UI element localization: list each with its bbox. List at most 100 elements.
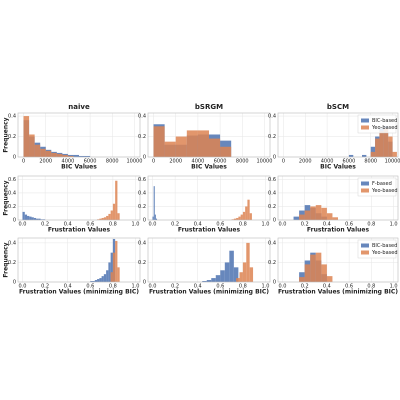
histogram-bar bbox=[220, 146, 232, 157]
histogram-bar bbox=[92, 281, 95, 282]
x-axis-label: Frustration Values bbox=[48, 227, 111, 234]
histogram-bar bbox=[84, 155, 91, 157]
histogram-bar bbox=[110, 252, 113, 282]
x-tick-label: 1.0 bbox=[262, 284, 270, 290]
x-axis-label: Frustration Values (minimizing BIC) bbox=[19, 289, 139, 296]
x-tick-label: 0.2 bbox=[301, 222, 309, 228]
y-tick-label: 0.6 bbox=[8, 177, 16, 183]
y-tick-label: 0 bbox=[13, 280, 16, 286]
histogram-bar bbox=[97, 219, 100, 220]
x-tick-label: 0.8 bbox=[239, 284, 247, 290]
x-axis-label: BIC Values bbox=[320, 164, 356, 171]
histogram-bar bbox=[40, 219, 43, 220]
histogram-bar bbox=[211, 278, 216, 282]
x-tick-label: 0 bbox=[22, 159, 25, 165]
histogram-bar bbox=[246, 242, 250, 282]
y-axis-label: Frequency bbox=[3, 242, 10, 277]
plot-frame bbox=[277, 175, 399, 221]
y-tick-label: 0.2 bbox=[268, 204, 276, 210]
x-tick-label: 0.0 bbox=[149, 222, 157, 228]
histogram-bar bbox=[112, 252, 116, 282]
histogram-bar bbox=[94, 280, 98, 282]
plot-frame bbox=[147, 175, 271, 221]
histogram-bar bbox=[154, 214, 156, 220]
y-tick-label: 0 bbox=[273, 280, 276, 286]
histogram-bar bbox=[239, 272, 243, 282]
histogram-bar bbox=[249, 213, 252, 220]
histogram-bar bbox=[29, 134, 35, 157]
y-tick-label: 0.2 bbox=[138, 204, 146, 210]
histogram-bar bbox=[236, 217, 239, 220]
y-tick-label: 0.6 bbox=[268, 177, 276, 183]
subplot: 0 0.2 0.4 0.6 0.0 0.2 0.4 0.6 0.8 1.0 Frustration … bbox=[138, 175, 271, 234]
histogram-bar bbox=[310, 254, 316, 282]
histogram-bar bbox=[231, 219, 234, 220]
histogram-bar bbox=[224, 262, 230, 282]
histogram-bar bbox=[392, 151, 397, 157]
x-axis-label: Frustration Values (minimizing BIC) bbox=[278, 289, 398, 296]
plot-frame bbox=[147, 112, 271, 158]
histogram-bar bbox=[33, 217, 37, 220]
histogram-bar bbox=[209, 138, 221, 157]
histogram-bar bbox=[304, 210, 311, 220]
histogram-bar bbox=[245, 206, 248, 220]
histogram-bar bbox=[293, 216, 300, 220]
y-tick-label: 0.2 bbox=[268, 134, 276, 140]
histogram-bar bbox=[155, 218, 158, 220]
histogram-bar bbox=[101, 217, 104, 220]
x-tick-label: 0.8 bbox=[367, 284, 375, 290]
histogram-bar bbox=[229, 250, 234, 282]
x-tick-label: 0.0 bbox=[278, 222, 286, 228]
x-tick-label: 0 bbox=[282, 159, 285, 165]
legend-label: BIC-based bbox=[372, 118, 397, 124]
legend-swatch bbox=[361, 188, 369, 193]
histogram-bar bbox=[310, 206, 316, 220]
histogram-bar bbox=[215, 275, 221, 282]
histogram-bar bbox=[90, 281, 93, 282]
histogram-bar bbox=[112, 203, 116, 220]
x-tick-label: 2000 bbox=[39, 159, 52, 165]
histogram-bar bbox=[315, 252, 322, 282]
x-tick-label: 0.2 bbox=[171, 222, 179, 228]
histogram-bar bbox=[233, 218, 237, 220]
histogram-bar bbox=[34, 144, 41, 157]
y-tick-label: 0.4 bbox=[8, 240, 16, 246]
plot-area bbox=[18, 176, 140, 220]
histogram-bar bbox=[24, 214, 28, 220]
histogram-bar bbox=[110, 272, 113, 282]
histogram-bar bbox=[326, 213, 333, 220]
x-tick-label: 0.2 bbox=[171, 284, 179, 290]
histogram-bar bbox=[106, 215, 109, 220]
x-tick-label: 8000 bbox=[364, 159, 377, 165]
y-tick-label: 0 bbox=[13, 218, 16, 224]
subplot: 0 0.2 0.4 0 2000 4000 6000 8000 10000 bSCM BIC Val… bbox=[268, 103, 400, 171]
histogram-bar bbox=[108, 213, 111, 220]
x-tick-label: 4000 bbox=[62, 159, 75, 165]
x-tick-label: 0.4 bbox=[323, 284, 331, 290]
x-tick-label: 0.4 bbox=[194, 222, 202, 228]
subplot-title: bSRGM bbox=[195, 103, 223, 111]
histogram-bar bbox=[202, 281, 207, 282]
histogram-bar bbox=[299, 214, 305, 220]
histogram-bar bbox=[383, 128, 389, 157]
x-axis-label: BIC Values bbox=[61, 164, 97, 171]
histogram-bar bbox=[233, 267, 239, 282]
histogram-bar bbox=[242, 262, 247, 282]
histogram-bar bbox=[362, 154, 367, 157]
subplot: 0 0.2 0.4 0 2000 4000 6000 8000 10000 bSRGM BIC Va… bbox=[138, 103, 272, 171]
x-tick-label: 1.0 bbox=[262, 222, 270, 228]
x-tick-label: 0.6 bbox=[86, 284, 94, 290]
histogram-bar bbox=[67, 155, 74, 157]
x-axis-label: Frustration Values (minimizing BIC) bbox=[149, 289, 269, 296]
histogram-bar bbox=[375, 138, 380, 157]
histogram-bar bbox=[332, 217, 338, 220]
x-tick-label: 2000 bbox=[299, 159, 312, 165]
histogram-bar bbox=[153, 186, 155, 220]
plot-frame bbox=[147, 237, 271, 283]
y-tick-label: 0 bbox=[143, 280, 146, 286]
histogram-bar bbox=[97, 279, 100, 282]
plot-frame bbox=[277, 112, 399, 158]
